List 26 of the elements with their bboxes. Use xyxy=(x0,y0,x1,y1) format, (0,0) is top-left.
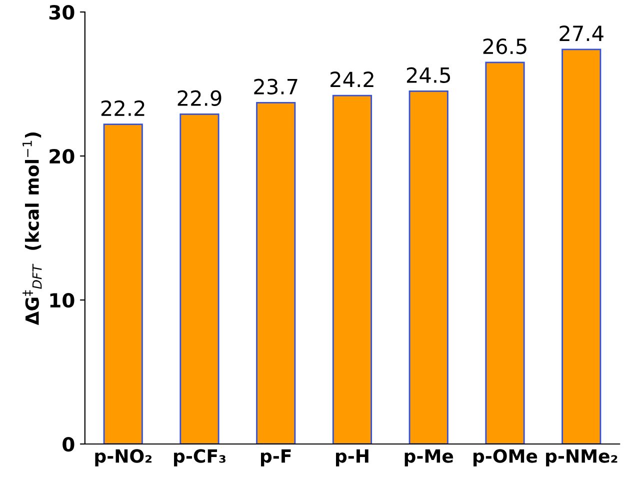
x-tick-label: p-F xyxy=(261,449,291,466)
data-label: 24.2 xyxy=(330,72,374,88)
bar xyxy=(485,62,525,444)
data-label: 22.9 xyxy=(178,90,222,106)
data-label: 26.5 xyxy=(483,38,526,54)
bar xyxy=(408,90,448,444)
y-tick-label: 20 xyxy=(50,148,74,164)
x-tick-label: p-Me xyxy=(404,449,454,466)
data-label: 23.7 xyxy=(254,78,298,95)
bar xyxy=(103,124,143,444)
data-label: 24.5 xyxy=(406,67,450,83)
y-tick-label: 0 xyxy=(62,436,74,452)
bar xyxy=(256,102,296,444)
y-tick-label: 30 xyxy=(49,4,74,20)
x-tick-label: p-NO₂ xyxy=(95,449,152,466)
data-label: 27.4 xyxy=(560,25,604,41)
bar xyxy=(180,114,220,444)
bar xyxy=(332,94,372,444)
y-tick-label: 10 xyxy=(50,292,74,308)
bar xyxy=(562,48,602,444)
data-label: 22.2 xyxy=(101,100,144,116)
x-tick-label: p-CF₃ xyxy=(174,449,226,466)
x-tick-label: p-NMe₂ xyxy=(546,449,618,466)
x-tick-label: p-OMe xyxy=(474,449,538,466)
y-axis-title: ΔG$^{‡}$$_{DFT}$ (kcal mol$^{−1}$) xyxy=(22,132,42,326)
x-tick-label: p-H xyxy=(336,449,368,466)
